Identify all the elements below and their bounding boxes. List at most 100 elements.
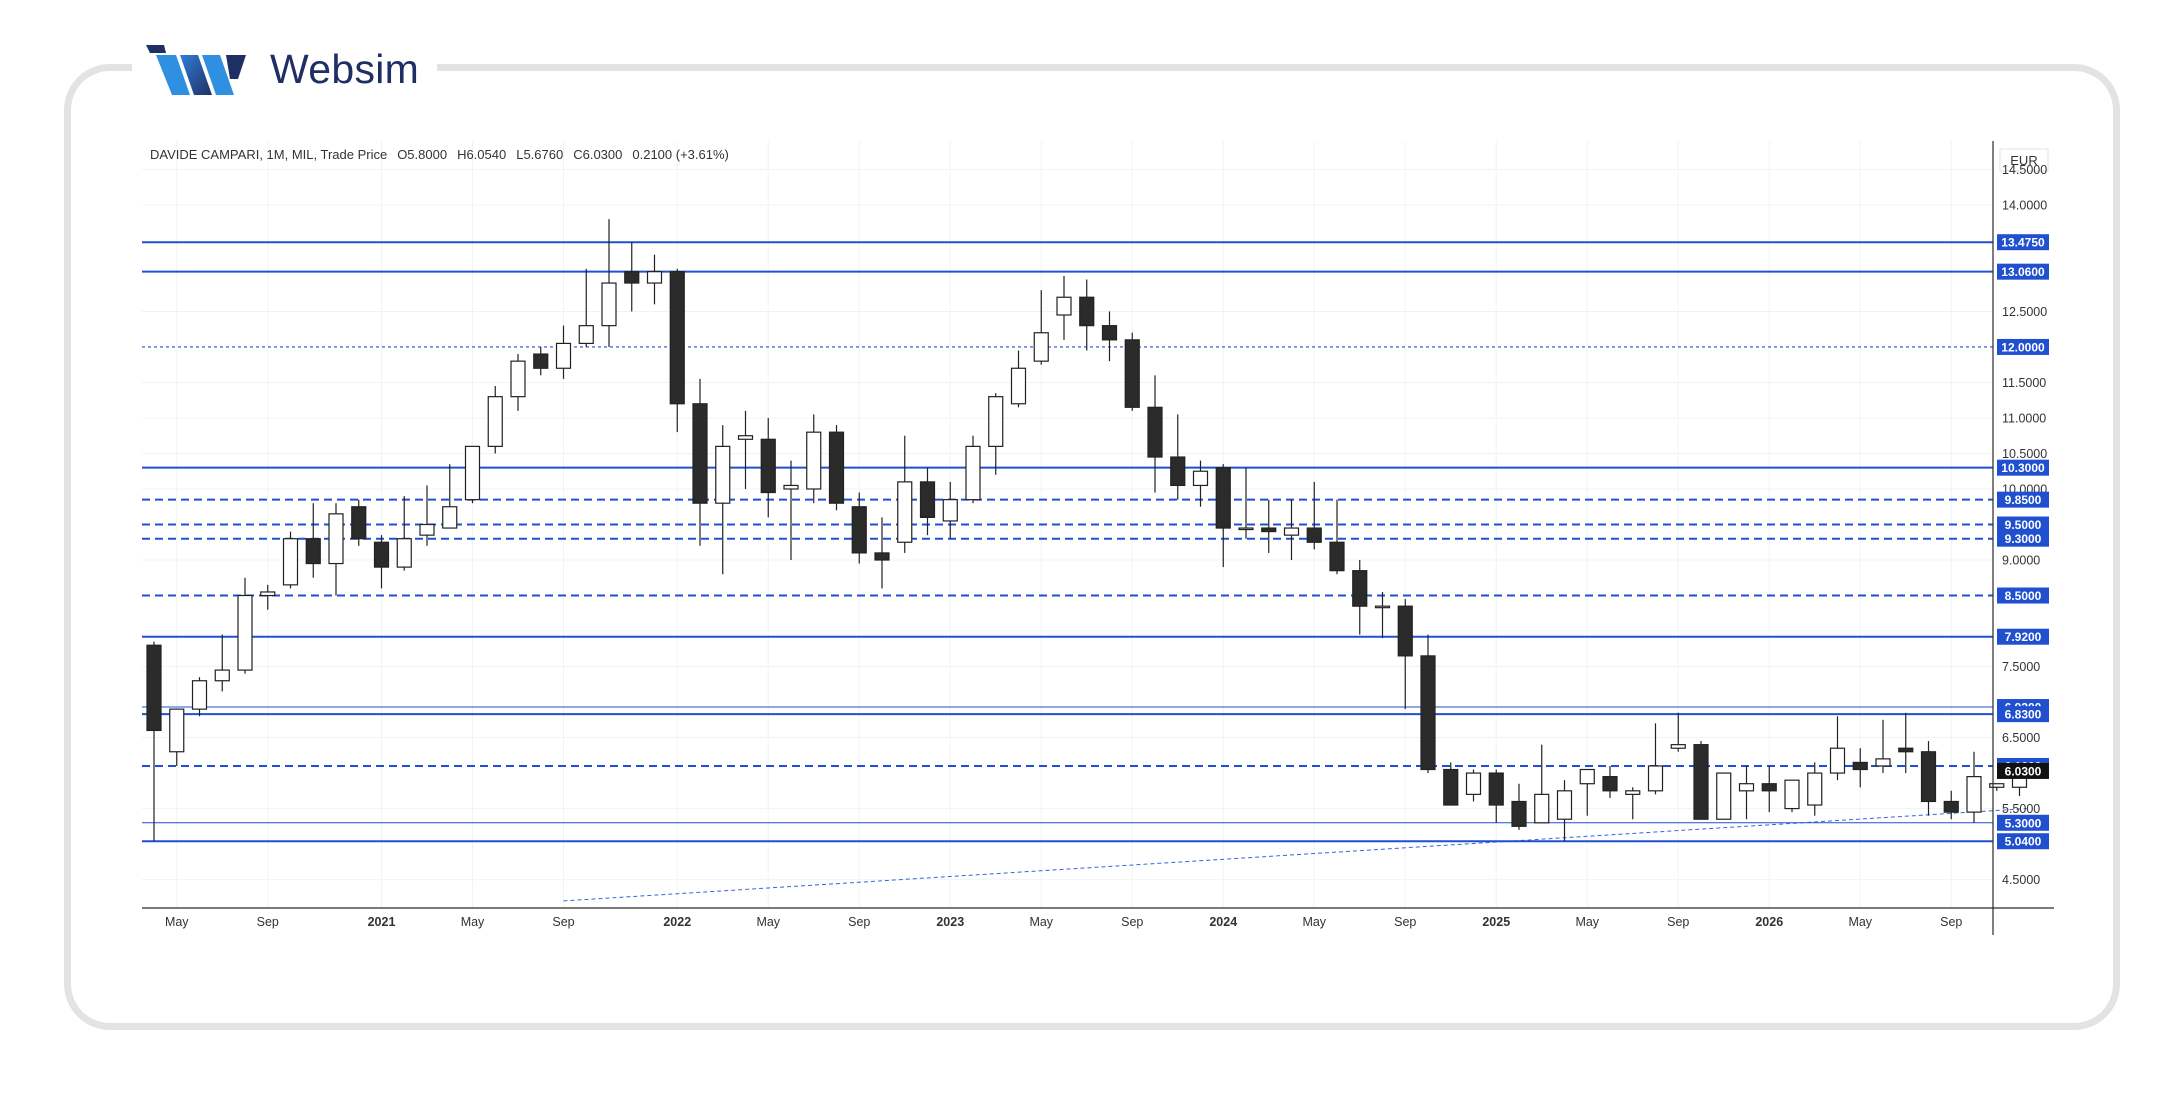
candle-body xyxy=(1875,758,1891,767)
candle-body xyxy=(1124,339,1140,408)
level-label: 7.9200 xyxy=(2005,630,2042,644)
candle-body xyxy=(533,353,549,369)
candle-body xyxy=(965,445,981,501)
x-tick-label: Sep xyxy=(1394,915,1416,929)
level-labels: 13.4750 13.0600 12.0000 10.3000 9.8500 9.5000… xyxy=(1997,234,2049,850)
candle-body xyxy=(1443,768,1459,806)
change-readout: 0.2100 (+3.61%) xyxy=(632,147,728,162)
level-label: 10.3000 xyxy=(2001,461,2045,475)
candle-body xyxy=(1192,470,1209,487)
candle-body xyxy=(1374,605,1391,609)
candle-body xyxy=(988,396,1004,447)
y-tick-label: 12.5000 xyxy=(2002,305,2047,319)
candle-body xyxy=(1852,761,1868,771)
level-label: 5.3000 xyxy=(2005,816,2042,830)
candle-body xyxy=(1010,367,1027,405)
candle-body xyxy=(1215,467,1231,529)
candle-body xyxy=(1488,772,1504,806)
candle-body xyxy=(760,438,776,494)
candle-body xyxy=(1056,296,1072,316)
candle-body xyxy=(1625,790,1641,795)
x-tick-label: May xyxy=(165,915,189,929)
x-tick-label: Sep xyxy=(1121,915,1143,929)
level-label: 13.4750 xyxy=(2001,236,2045,250)
candle-body xyxy=(578,325,594,345)
y-tick-label: 9.0000 xyxy=(2002,554,2040,568)
candle-body xyxy=(396,538,412,568)
currency-label: EUR xyxy=(2010,153,2037,168)
y-tick-label: 7.5000 xyxy=(2002,660,2040,674)
low-readout: L5.6760 xyxy=(516,147,563,162)
candle-body xyxy=(1898,747,1914,753)
y-tick-label: 10.5000 xyxy=(2002,447,2047,461)
candle-body xyxy=(373,541,390,568)
x-tick-label: 2026 xyxy=(1755,915,1783,929)
x-tick-label: May xyxy=(1575,915,1599,929)
candle-body xyxy=(1033,332,1049,362)
y-tick-label: 5.5000 xyxy=(2002,802,2040,816)
level-label: 5.0400 xyxy=(2005,835,2042,849)
x-tick-label: May xyxy=(756,915,780,929)
last-price-label: 6.0300 xyxy=(2005,764,2042,778)
candle-body xyxy=(1738,783,1755,792)
level-label: 8.5000 xyxy=(2005,589,2042,603)
level-lines xyxy=(142,241,1993,843)
x-tick-label: 2025 xyxy=(1482,915,1510,929)
currency-box xyxy=(1999,148,2049,172)
candle-body xyxy=(282,538,299,586)
candle-body xyxy=(1761,783,1777,792)
chart-header: DAVIDE CAMPARI, 1M, MIL, Trade Price O5.8… xyxy=(150,147,729,162)
candle-body xyxy=(328,513,344,565)
level-label-box xyxy=(1997,530,2049,547)
candlestick-chart[interactable]: EUR DAVIDE CAMPARI, 1M, MIL, Trade Price… xyxy=(142,141,2054,937)
candle-body xyxy=(646,271,663,284)
open-readout: O5.8000 xyxy=(397,147,447,162)
chart-panel[interactable]: EUR DAVIDE CAMPARI, 1M, MIL, Trade Price… xyxy=(142,141,2054,937)
level-label: 9.5000 xyxy=(2005,518,2042,532)
level-label-box xyxy=(1997,587,2049,604)
candle-body xyxy=(1101,325,1118,341)
level-label-box xyxy=(1997,491,2049,508)
candle-body xyxy=(851,506,867,554)
y-tick-label: 6.5000 xyxy=(2002,731,2040,745)
candle-body xyxy=(442,506,458,529)
x-tick-label: May xyxy=(1848,915,1872,929)
candle-body xyxy=(1602,776,1618,792)
candle-body xyxy=(1147,406,1163,458)
level-label-box xyxy=(1997,263,2049,280)
x-tick-label: 2021 xyxy=(368,915,396,929)
level-label: 9.8500 xyxy=(2005,493,2042,507)
candle-body xyxy=(1920,751,1937,803)
candle-body xyxy=(1261,527,1277,533)
x-tick-label: Sep xyxy=(1667,915,1689,929)
candle-body xyxy=(1534,793,1550,824)
candle-body xyxy=(1170,456,1186,487)
x-tick-label: May xyxy=(1029,915,1053,929)
x-tick-label: May xyxy=(1302,915,1326,929)
candle-body xyxy=(806,431,822,490)
time-axis: May Sep 2021 May Sep 2022 May Sep 2023 May Sep 2024… xyxy=(165,915,1962,929)
candle-body xyxy=(1556,790,1573,820)
candle-body xyxy=(351,506,367,540)
candle-body xyxy=(1283,527,1300,536)
candle-body xyxy=(715,445,731,504)
candle-body xyxy=(1238,527,1254,531)
level-label-box xyxy=(1997,516,2049,533)
y-tick-label: 4.5000 xyxy=(2002,873,2040,887)
x-tick-label: 2024 xyxy=(1209,915,1237,929)
svg-text:DAVIDE CAMPARI, 1M, MIL, Trade: DAVIDE CAMPARI, 1M, MIL, Trade Price O5.8… xyxy=(150,147,729,162)
close-readout: C6.0300 xyxy=(573,147,622,162)
candle-body xyxy=(1989,783,2005,788)
candle-body xyxy=(555,342,572,369)
trendline-layer xyxy=(563,808,2027,902)
y-tick-label: 14.5000 xyxy=(2002,163,2047,177)
candle-body xyxy=(874,552,890,561)
candle-body xyxy=(1420,655,1436,771)
high-readout: H6.0540 xyxy=(457,147,506,162)
x-tick-label: Sep xyxy=(1940,915,1962,929)
candle-body xyxy=(601,282,617,327)
candle-body xyxy=(191,680,208,710)
candles xyxy=(146,219,2028,842)
x-tick-label: May xyxy=(461,915,485,929)
candle-body xyxy=(919,481,936,518)
